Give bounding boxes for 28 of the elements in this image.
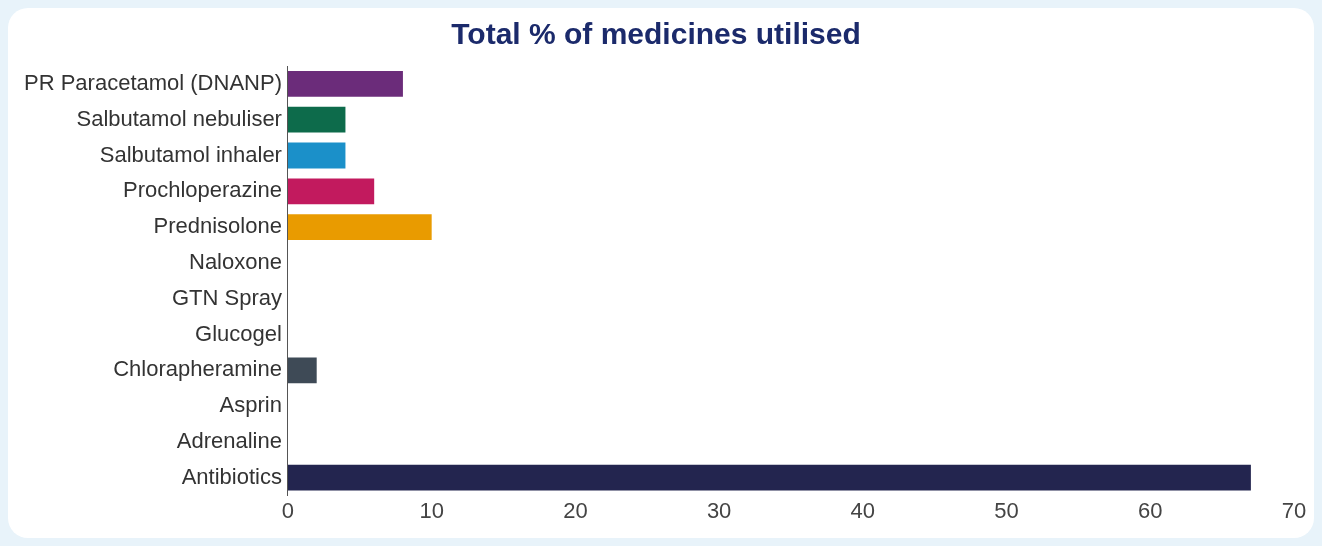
bar — [287, 357, 317, 384]
chart-title: Total % of medicines utilised — [451, 17, 861, 51]
y-tick-label: Prednisolone — [153, 213, 282, 239]
y-tick-label: Prochloperazine — [122, 177, 282, 203]
bar — [287, 142, 346, 169]
x-tick-label: 60 — [1138, 497, 1163, 523]
y-tick-label: Adrenaline — [176, 427, 282, 453]
y-tick-label: Naloxone — [189, 248, 282, 274]
x-tick-label: 70 — [1281, 497, 1307, 523]
y-tick-label: PR Paracetamol (DNANP) — [24, 69, 282, 95]
bar — [287, 106, 346, 133]
y-tick-label: Salbutamol inhaler — [99, 141, 282, 167]
bar — [287, 178, 375, 205]
bar — [287, 464, 1251, 491]
x-tick-label: 50 — [994, 497, 1019, 523]
y-tick-label: Asprin — [219, 392, 282, 418]
x-tick-label: 40 — [850, 497, 876, 523]
y-tick-label: Chlorapheramine — [113, 356, 282, 382]
x-tick-label: 30 — [706, 497, 732, 523]
y-tick-label: Glucogel — [195, 320, 282, 346]
y-tick-label: Salbutamol nebuliser — [76, 105, 282, 131]
bar — [287, 214, 432, 240]
y-tick-label: Antibiotics — [181, 463, 282, 489]
x-tick-label: 10 — [419, 497, 444, 523]
y-tick-label: GTN Spray — [171, 284, 282, 310]
x-tick-label: 20 — [563, 497, 588, 523]
bar — [287, 71, 403, 97]
x-tick-label: 0 — [281, 497, 295, 523]
